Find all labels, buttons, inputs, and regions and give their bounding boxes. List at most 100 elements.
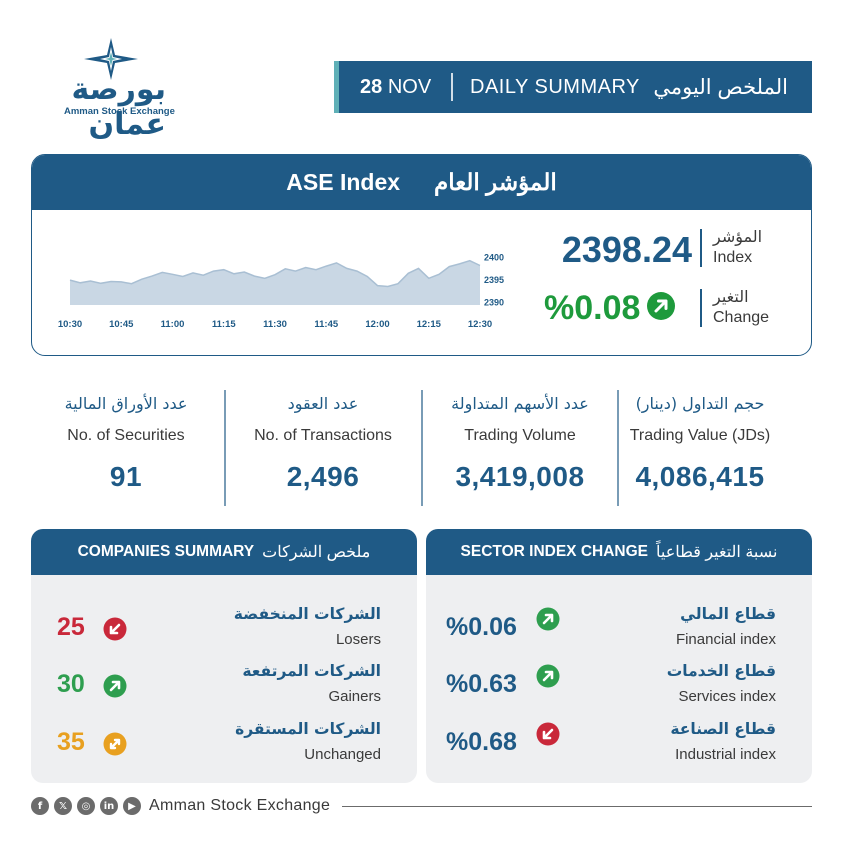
row-value: 35: [57, 728, 85, 756]
row-label-ar: الشركات المرتفعة: [242, 662, 381, 680]
stat-trading-value: حجم التداول (دينار) Trading Value (JDs) …: [605, 390, 795, 508]
footer-rule: [342, 805, 812, 807]
stat-securities: عدد الأوراق المالية No. of Securities 91: [31, 390, 221, 508]
index-area-chart: 10:30 10:45 11:00 11:15 11:30 11:45 12:00 12:15…: [58, 253, 504, 330]
stat-label-en: Trading Volume: [464, 427, 576, 444]
index-label-en: Index: [713, 249, 753, 266]
row-label-en: Industrial index: [675, 746, 776, 763]
row-value: 25: [57, 613, 85, 641]
social-links: f 𝕏 ◎ in ▶: [31, 797, 141, 815]
companies-panel-header: COMPANIES SUMMARY ملخص الشركات: [31, 529, 417, 575]
stat-divider: [421, 390, 423, 506]
x-tick-label: 10:45: [109, 319, 134, 330]
stat-label-en: No. of Securities: [67, 427, 185, 444]
stat-label-ar: حجم التداول (دينار): [635, 394, 765, 413]
index-title-en: ASE Index: [286, 169, 401, 195]
header-accent-stripe: [334, 61, 339, 113]
sector-panel-header: SECTOR INDEX CHANGE نسبة التغير قطاعياً: [426, 529, 812, 575]
x-tick-label: 11:45: [314, 319, 338, 330]
y-tick-label: 2395: [484, 275, 504, 285]
sector-index-panel: SECTOR INDEX CHANGE نسبة التغير قطاعياً …: [426, 529, 812, 783]
header-day: 28: [360, 75, 383, 98]
row-label-ar: قطاع المالي: [680, 605, 776, 623]
index-line: [69, 259, 481, 288]
stat-label-en: No. of Transactions: [254, 427, 392, 444]
linkedin-icon[interactable]: in: [100, 797, 118, 815]
change-label-en: Change: [713, 309, 770, 326]
arrow-up-right-icon: [647, 292, 675, 320]
stat-label-ar: عدد الأوراق المالية: [64, 394, 188, 413]
row-label-ar: قطاع الخدمات: [666, 662, 776, 680]
row-value: 30: [57, 670, 85, 698]
stat-trading-volume: عدد الأسهم المتداولة Trading Volume 3,41…: [425, 390, 615, 508]
row-value: %0.63: [446, 670, 517, 698]
index-label-ar: المؤشر: [713, 227, 763, 246]
index-title-ar: المؤشر العام: [434, 169, 557, 195]
row-label-en: Unchanged: [304, 746, 381, 763]
x-tick-label: 12:30: [468, 319, 492, 330]
sector-title-ar: نسبة التغير قطاعياً: [656, 544, 778, 561]
header-title-ar: الملخص اليومي: [653, 75, 788, 99]
stat-divider: [617, 390, 619, 506]
arrow-up-right-icon: [536, 664, 560, 688]
stat-divider: [224, 390, 226, 506]
companies-summary-panel: COMPANIES SUMMARY ملخص الشركات الشركات ا…: [31, 529, 417, 783]
stat-value: 3,419,008: [455, 461, 585, 492]
x-tick-label: 12:15: [417, 319, 442, 330]
row-label-ar: الشركات المنخفضة: [233, 605, 381, 623]
logo-english-text: Amman Stock Exchange: [64, 106, 175, 117]
y-tick-label: 2390: [484, 298, 504, 308]
header-divider: [451, 73, 453, 101]
ase-index-card: ASE Index المؤشر العام 10:30 10:45 11:00 11…: [31, 154, 812, 356]
header-month: NOV: [387, 75, 432, 98]
index-card-header: ASE Index المؤشر العام: [32, 155, 811, 210]
row-label-ar: قطاع الصناعة: [670, 720, 776, 738]
row-value: %0.68: [446, 728, 517, 756]
index-label-divider: [700, 229, 702, 267]
instagram-icon[interactable]: ◎: [77, 797, 95, 815]
stat-value: 2,496: [286, 461, 360, 492]
companies-title-ar: ملخص الشركات: [262, 544, 371, 561]
row-value: %0.06: [446, 613, 517, 641]
x-tick-label: 12:00: [365, 319, 389, 330]
sector-title-en: SECTOR INDEX CHANGE: [460, 543, 648, 560]
row-label-ar: الشركات المستقرة: [235, 720, 381, 738]
index-value: 2398.24: [561, 229, 692, 270]
companies-row-losers: الشركات المنخفضة Losers 25: [31, 605, 417, 655]
x-tick-label: 11:30: [263, 319, 287, 330]
x-icon[interactable]: 𝕏: [54, 797, 72, 815]
companies-title-en: COMPANIES SUMMARY: [77, 543, 255, 560]
x-tick-label: 10:30: [58, 319, 82, 330]
facebook-icon[interactable]: f: [31, 797, 49, 815]
index-chart: 10:30 10:45 11:00 11:15 11:30 11:45 12:00 12:15…: [58, 245, 530, 343]
logo-arabic-text: بورصة عمان: [71, 72, 167, 142]
index-change-value: %0.08: [544, 289, 641, 327]
stat-label-ar: عدد العقود: [287, 394, 359, 413]
row-label-en: Losers: [335, 631, 381, 648]
row-label-en: Financial index: [675, 631, 776, 648]
sector-row-financial: قطاع المالي Financial index %0.06: [426, 605, 812, 655]
stat-value: 91: [109, 461, 143, 492]
row-label-en: Gainers: [328, 688, 381, 705]
ase-logo: بورصة عمان Amman Stock Exchange: [56, 38, 175, 142]
sector-row-services: قطاع الخدمات Services index %0.63: [426, 662, 812, 712]
x-tick-label: 11:00: [161, 319, 185, 330]
index-area-fill: [70, 260, 480, 305]
row-label-en: Services index: [678, 688, 776, 705]
arrow-up-right-icon: [103, 674, 127, 698]
stat-value: 4,086,415: [635, 461, 765, 492]
youtube-icon[interactable]: ▶: [123, 797, 141, 815]
companies-row-unchanged: الشركات المستقرة Unchanged 35: [31, 720, 417, 770]
change-label-ar: التغير: [713, 287, 749, 306]
logo-star-icon: [84, 38, 138, 80]
footer-text: Amman Stock Exchange: [149, 797, 331, 814]
x-tick-label: 11:15: [212, 319, 236, 330]
arrow-down-left-icon: [536, 722, 560, 746]
stat-label-ar: عدد الأسهم المتداولة: [451, 394, 589, 413]
header-bar: 28 NOV DAILY SUMMARY الملخص اليومي: [334, 61, 812, 113]
header-title-en: DAILY SUMMARY: [470, 75, 640, 98]
arrows-diagonal-both-icon: [103, 732, 127, 756]
companies-row-gainers: الشركات المرتفعة Gainers 30: [31, 662, 417, 712]
header-date: 28 NOV: [360, 76, 431, 99]
footer: f 𝕏 ◎ in ▶ Amman Stock Exchange: [31, 794, 812, 818]
